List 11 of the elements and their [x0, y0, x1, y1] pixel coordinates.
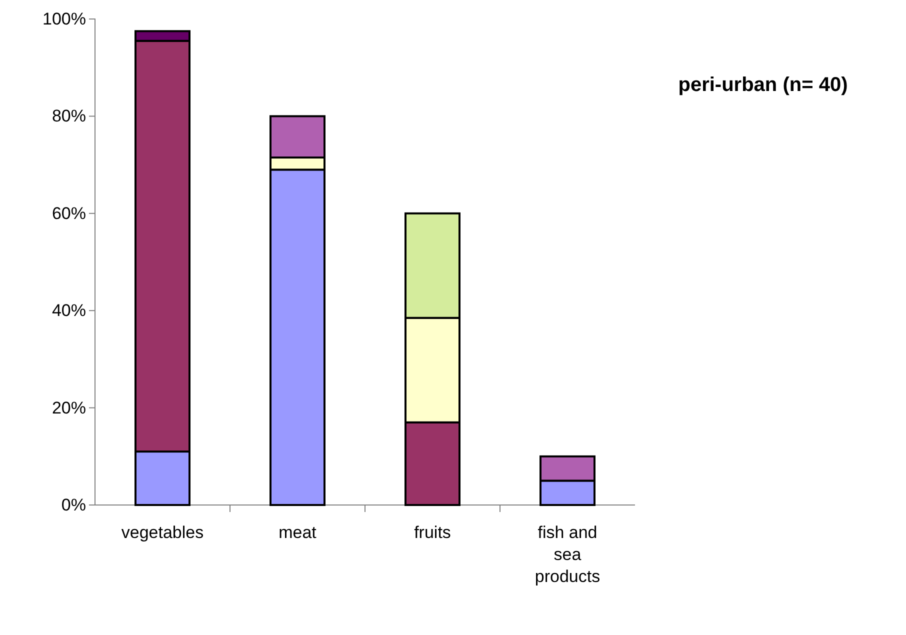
y-tick-label: 0% — [61, 495, 86, 514]
x-tick-label: vegetables — [121, 523, 204, 542]
y-tick-label: 40% — [52, 301, 86, 320]
y-tick-label: 60% — [52, 204, 86, 223]
x-tick-label: fish and sea products — [534, 523, 600, 586]
x-tick-label: meat — [278, 523, 317, 542]
text: peri-urban (n= 40) — [678, 74, 848, 96]
x-tick-label: fruits — [414, 523, 451, 542]
y-tick-label: 20% — [52, 398, 86, 418]
y-tick-label: 80% — [52, 106, 86, 126]
y-tick-label: 100% — [42, 9, 86, 28]
